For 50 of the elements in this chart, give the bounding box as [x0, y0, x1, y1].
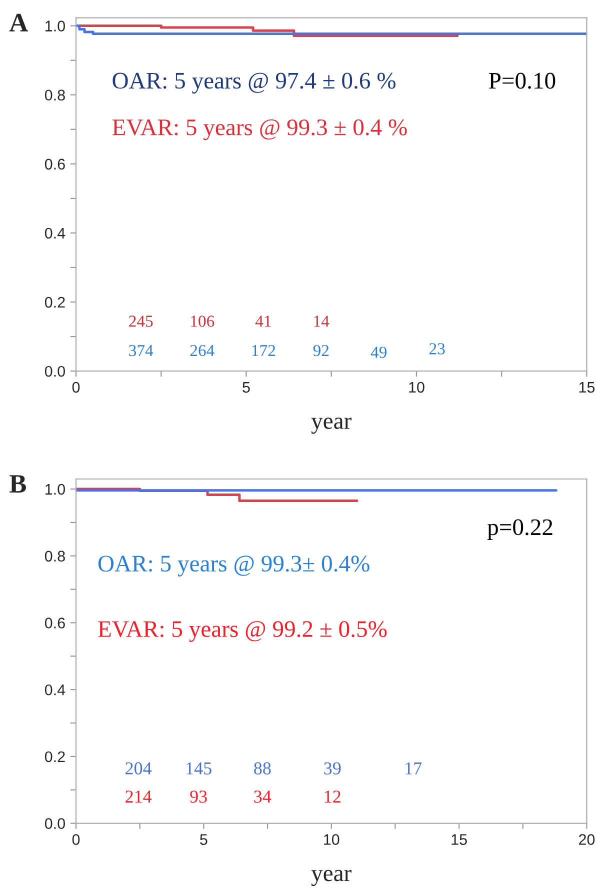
y-tick-label: 1.0 — [46, 20, 65, 32]
annotation: 214 — [126, 790, 152, 803]
annotation: 12 — [324, 790, 340, 803]
annotation: 39 — [324, 762, 341, 774]
annotation: 93 — [190, 790, 207, 803]
y-tick-label: 1.0 — [46, 484, 65, 495]
y-tick-label: 0.0 — [44, 818, 65, 829]
x-axis-title: year — [311, 418, 352, 434]
x-tick-label: 10 — [324, 834, 340, 845]
y-tick-label: 0.6 — [44, 618, 65, 628]
annotation: 106 — [191, 316, 214, 327]
y-tick-label: 0.8 — [44, 90, 65, 101]
x-tick-label: 15 — [452, 834, 467, 845]
annotation: OAR: 5 years @ 99.3± 0.4% — [98, 556, 370, 576]
x-tick-label: 0 — [72, 834, 80, 845]
annotation: OAR: 5 years @ 97.4 ± 0.6 % — [112, 72, 396, 94]
annotation: 204 — [126, 762, 152, 774]
annotation: 374 — [129, 344, 154, 356]
y-tick-label: 0.0 — [44, 366, 65, 377]
x-axis-title: year — [311, 870, 352, 886]
annotation: 41 — [255, 316, 271, 327]
annotation: P=0.10 — [488, 72, 556, 89]
x-tick-label: 10 — [409, 382, 424, 393]
y-tick-label: 0.2 — [44, 751, 65, 762]
chart-title: A — [9, 14, 28, 32]
x-tick-label: 20 — [578, 834, 595, 845]
y-tick-label: 0.2 — [44, 296, 65, 308]
annotation: 92 — [313, 344, 329, 356]
annotation: 14 — [314, 316, 330, 327]
y-tick-label: 0.8 — [44, 550, 65, 562]
annotation: 172 — [252, 344, 276, 356]
annotation: 88 — [254, 762, 271, 774]
x-tick-label: 5 — [200, 834, 208, 845]
x-tick-label: 15 — [579, 382, 595, 393]
annotation: EVAR: 5 years @ 99.3 ± 0.4 % — [112, 119, 407, 140]
annotation: 245 — [129, 316, 153, 327]
y-tick-label: 0.6 — [44, 158, 65, 170]
annotation: 264 — [190, 344, 214, 356]
annotation: 34 — [254, 790, 272, 803]
annotation: EVAR: 5 years @ 99.2 ± 0.5% — [98, 621, 387, 642]
annotation: 17 — [406, 762, 422, 774]
annotation: 23 — [429, 343, 445, 354]
annotation: p=0.22 — [487, 519, 552, 540]
x-tick-label: 0 — [72, 382, 80, 393]
y-tick-label: 0.4 — [44, 684, 66, 696]
annotation: 145 — [186, 762, 212, 774]
chart-title: B — [10, 475, 26, 493]
annotation: 49 — [370, 346, 387, 358]
y-tick-label: 0.4 — [44, 228, 66, 239]
x-tick-label: 5 — [242, 382, 250, 393]
